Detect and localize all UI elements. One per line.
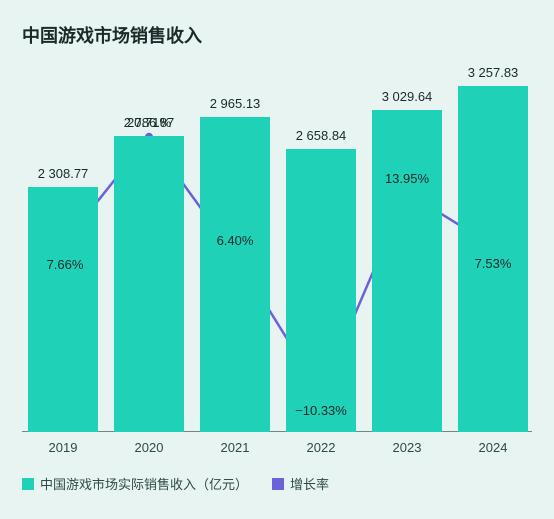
bar-value-label: 3 029.64 — [372, 89, 442, 104]
line-value-label: 13.95% — [385, 171, 429, 186]
bar: 2 308.77 — [28, 187, 98, 432]
x-axis-label: 2020 — [114, 436, 184, 460]
legend-item: 增长率 — [272, 474, 329, 493]
line-value-label: 6.40% — [217, 233, 254, 248]
x-axis-label: 2023 — [372, 436, 442, 460]
chart-title: 中国游戏市场销售收入 — [22, 22, 532, 48]
bar-value-label: 2 308.77 — [28, 166, 98, 181]
legend: 中国游戏市场实际销售收入（亿元） 增长率 — [22, 474, 532, 493]
x-axis-label: 2024 — [458, 436, 528, 460]
bar: 3 029.64 — [372, 110, 442, 432]
chart-card: 中国游戏市场销售收入 2 308.772 786.872 965.132 658… — [0, 0, 554, 519]
bar-value-label: 2 965.13 — [200, 96, 270, 111]
legend-label: 中国游戏市场实际销售收入（亿元） — [40, 474, 248, 493]
line-value-label: −10.33% — [295, 403, 347, 418]
x-axis-label: 2019 — [28, 436, 98, 460]
bar-value-label: 2 658.84 — [286, 128, 356, 143]
line-value-label: 7.66% — [47, 257, 84, 272]
chart-area: 2 308.772 786.872 965.132 658.843 029.64… — [22, 60, 532, 460]
plot-region: 2 308.772 786.872 965.132 658.843 029.64… — [22, 60, 532, 432]
legend-label: 增长率 — [290, 474, 329, 493]
legend-swatch-line — [272, 478, 284, 490]
bar: 2 965.13 — [200, 117, 270, 432]
bar: 2 786.87 — [114, 136, 184, 432]
bar: 2 658.84 — [286, 149, 356, 432]
legend-item: 中国游戏市场实际销售收入（亿元） — [22, 474, 248, 493]
bar-value-label: 3 257.83 — [458, 65, 528, 80]
x-axis-label: 2021 — [200, 436, 270, 460]
legend-swatch-bar — [22, 478, 34, 490]
x-axis-line — [22, 431, 532, 432]
line-value-label: 7.53% — [475, 256, 512, 271]
line-value-label: 20.71% — [127, 115, 171, 130]
x-axis-label: 2022 — [286, 436, 356, 460]
